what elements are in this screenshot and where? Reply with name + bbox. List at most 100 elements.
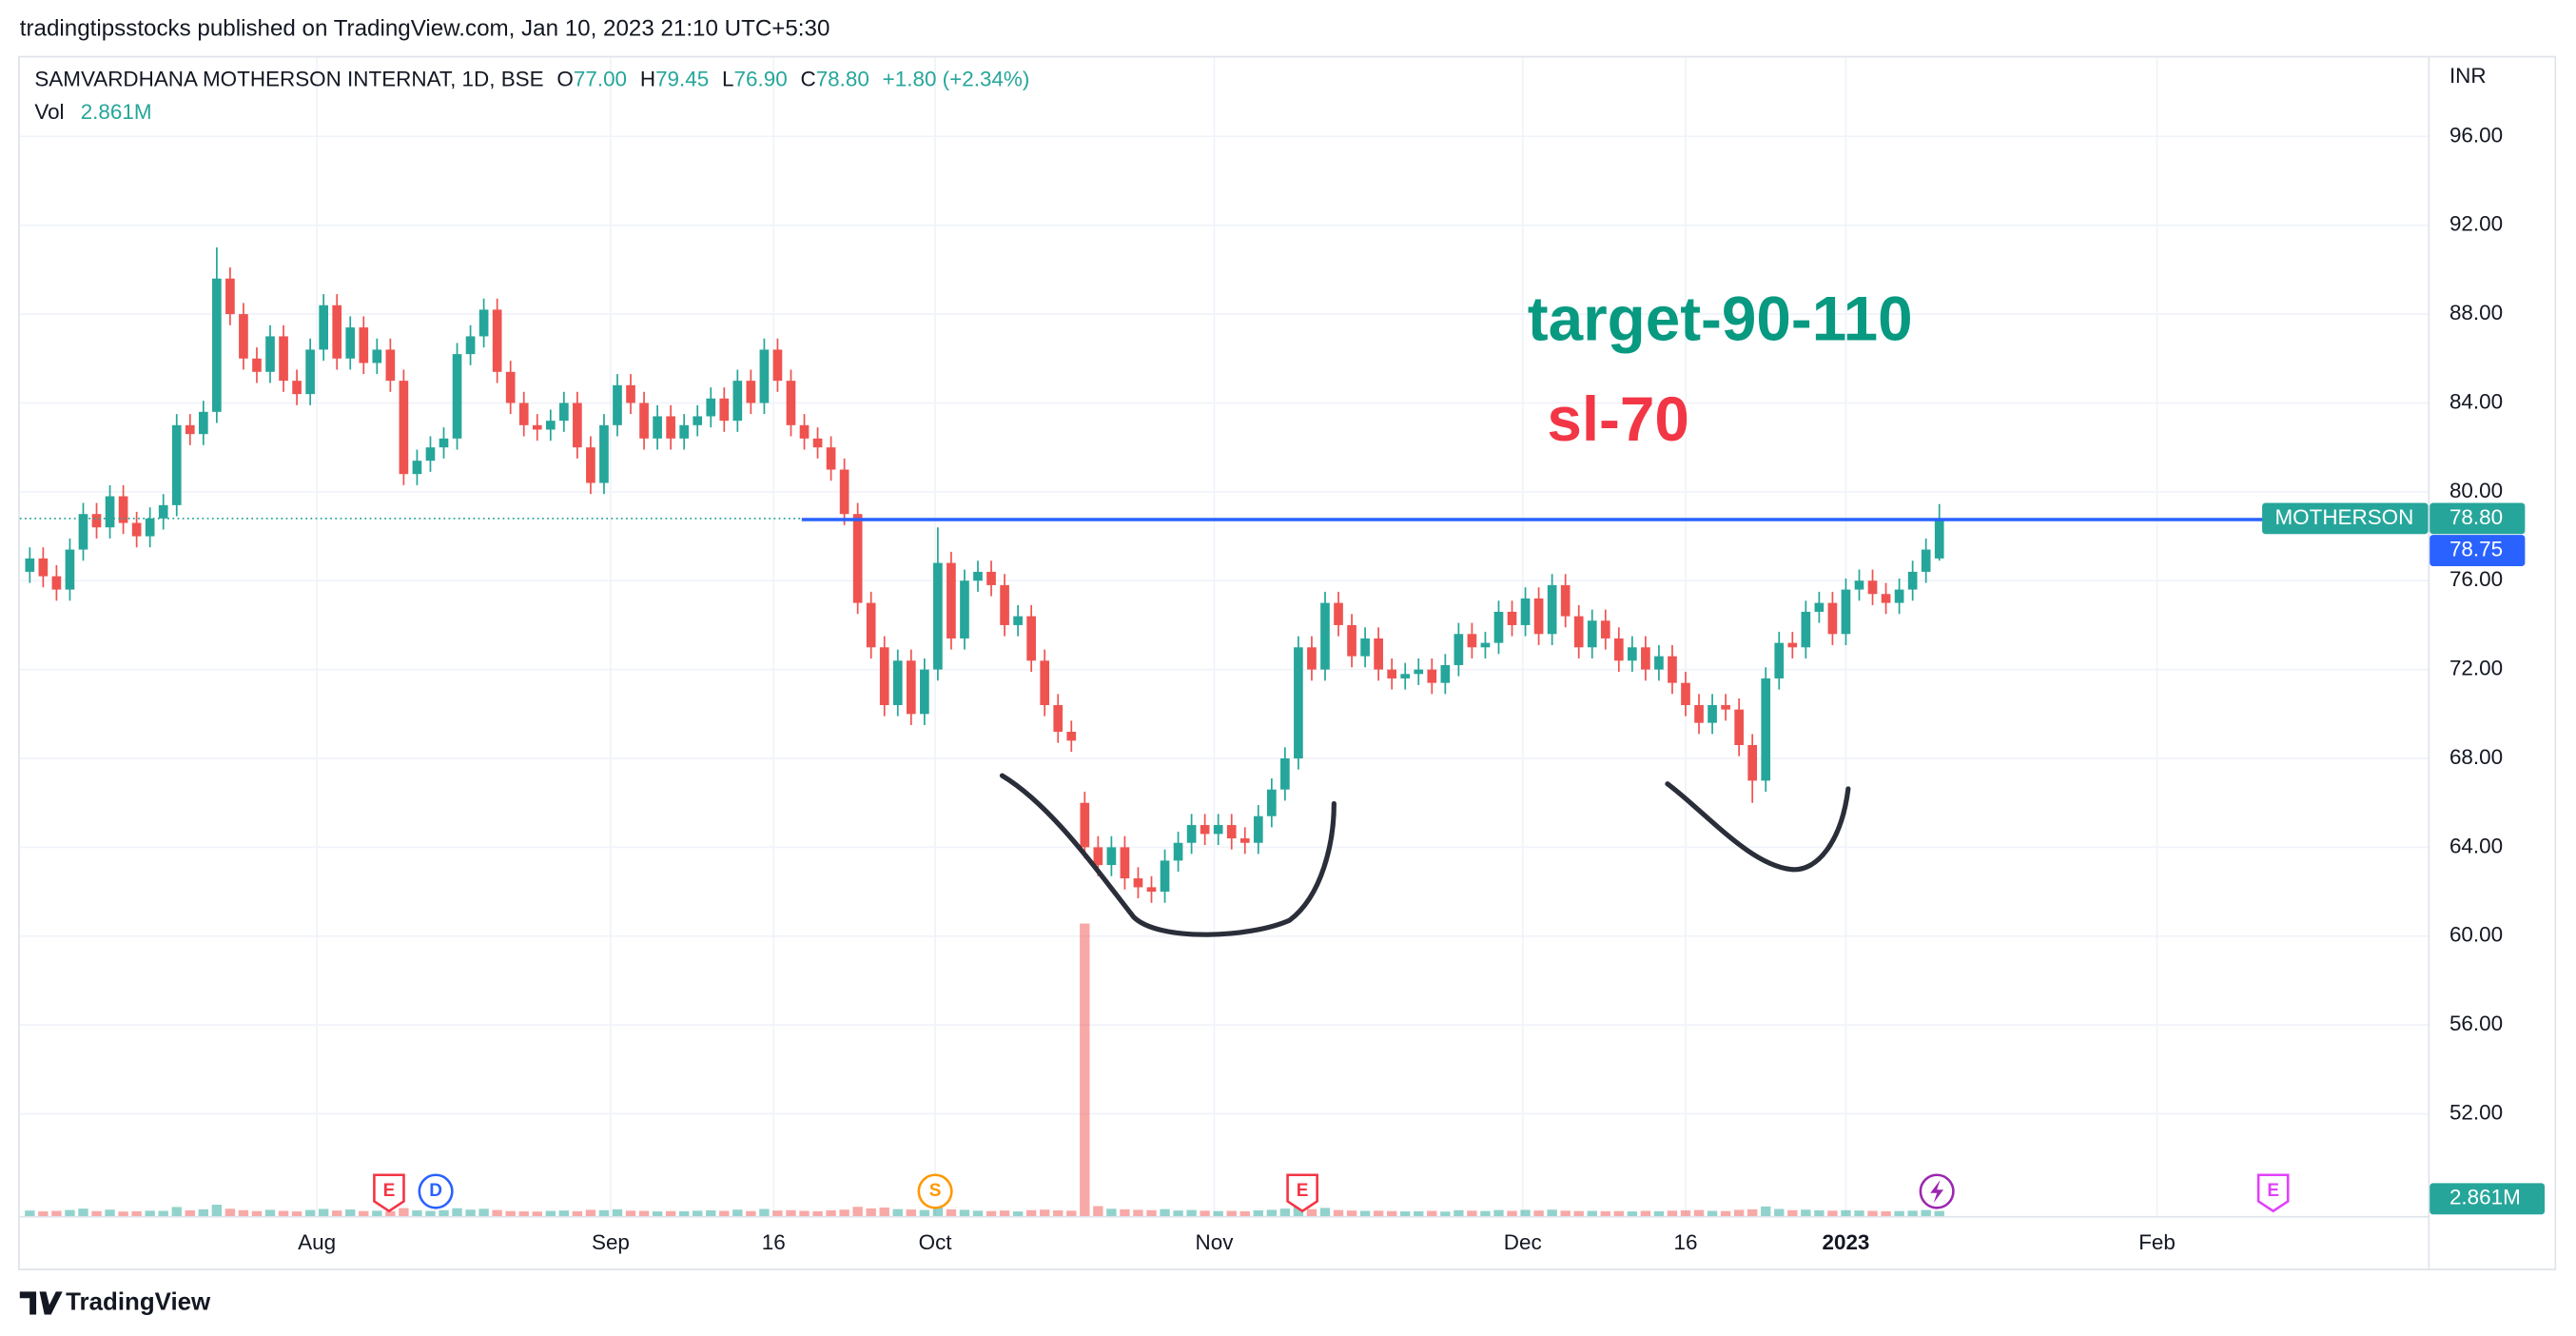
candle-body <box>1573 616 1584 648</box>
volume-bar <box>1239 1210 1250 1216</box>
volume-bar <box>999 1210 1010 1216</box>
volume-bar <box>638 1210 650 1216</box>
candle-body <box>1867 580 1878 595</box>
candle-body <box>906 660 916 715</box>
volume-bar <box>545 1210 556 1216</box>
volume-bar <box>839 1209 849 1216</box>
change-value: +1.80 (+2.34%) <box>883 68 1030 91</box>
candle-body <box>1467 634 1477 648</box>
y-tick-label: 84.00 <box>2449 389 2503 413</box>
volume-bar <box>78 1208 88 1216</box>
candle-body <box>1841 589 1851 635</box>
candle-body <box>746 381 756 403</box>
volume-bar <box>439 1209 449 1216</box>
volume-bar <box>772 1210 783 1216</box>
volume-bar <box>1680 1209 1691 1216</box>
candle-body <box>425 447 436 462</box>
volume-bar <box>1573 1210 1584 1216</box>
candle-body <box>1374 638 1383 670</box>
candle-body <box>679 424 690 439</box>
volume-bar <box>1587 1210 1597 1216</box>
volume-bar <box>1467 1210 1477 1216</box>
volume-bar <box>131 1210 142 1216</box>
candle-body <box>439 438 449 448</box>
volume-bar <box>399 1208 409 1216</box>
ohlc-value: 79.45 <box>655 68 709 91</box>
volume-bar <box>946 1208 957 1216</box>
volume-bar <box>1306 1208 1317 1216</box>
event-label: E <box>1297 1181 1309 1201</box>
volume-bar <box>1120 1208 1130 1216</box>
candle-body <box>1907 571 1918 590</box>
candle-body <box>465 336 476 355</box>
candle-body <box>1827 602 1838 635</box>
candle-body <box>1480 642 1491 648</box>
volume-bar <box>185 1209 195 1216</box>
publish-header: tradingtipsstocks published on TradingVi… <box>20 15 830 41</box>
volume-bar <box>1787 1209 1798 1216</box>
volume-bar <box>1841 1209 1851 1216</box>
candle-body <box>1347 624 1356 657</box>
candle-body <box>1801 611 1811 648</box>
ohlc-key: H <box>640 68 655 91</box>
volume-bar <box>1627 1211 1638 1216</box>
volume-bar <box>1667 1210 1678 1216</box>
volume-bar <box>665 1210 676 1216</box>
volume-bar <box>452 1208 462 1216</box>
candle-body <box>1360 638 1370 657</box>
volume-bar <box>719 1210 730 1216</box>
volume-bar <box>1493 1209 1504 1216</box>
candle-body <box>1734 709 1744 745</box>
candle-body <box>719 398 730 422</box>
volume-bar <box>906 1209 916 1216</box>
candle-body <box>1761 678 1771 781</box>
volume-bar <box>1454 1209 1464 1216</box>
candle-body <box>1253 815 1263 843</box>
volume-bar <box>1160 1208 1170 1216</box>
volume-bar <box>1012 1211 1024 1216</box>
candle-body <box>1334 602 1343 625</box>
candle-body <box>1694 704 1704 723</box>
candle-body <box>319 305 328 350</box>
volume-bar <box>211 1205 223 1216</box>
candle-body <box>1814 602 1825 612</box>
candle-body <box>359 327 369 363</box>
volume-bar <box>892 1208 903 1216</box>
candle-body <box>1026 616 1036 661</box>
candle-body <box>532 424 542 430</box>
candle-body <box>1320 602 1330 670</box>
volume-bar <box>91 1210 102 1216</box>
volume-bar <box>866 1208 876 1216</box>
volume-bar <box>1093 1206 1103 1216</box>
candle-body <box>1200 825 1210 835</box>
volume-bar <box>1053 1209 1064 1216</box>
candle-body <box>1066 731 1077 741</box>
volume-bar <box>1266 1209 1278 1216</box>
volume-bar <box>238 1209 249 1216</box>
volume-bar <box>318 1208 329 1216</box>
candle-body <box>1613 638 1624 661</box>
volume-bar <box>1480 1210 1491 1216</box>
lightning-glyph <box>1930 1179 1944 1204</box>
volume-bar <box>1066 1210 1077 1216</box>
candle-body <box>1120 847 1130 879</box>
candle-body <box>225 278 235 315</box>
volume-bar <box>105 1209 115 1216</box>
candle-body <box>1226 825 1237 839</box>
volume-bar <box>345 1209 356 1216</box>
candle-body <box>158 504 168 519</box>
volume-bar <box>1080 923 1090 1216</box>
candle-body <box>933 562 943 670</box>
candle-body <box>626 384 635 403</box>
volume-bar <box>264 1209 276 1216</box>
y-tick-label: 76.00 <box>2449 567 2503 591</box>
volume-bar <box>693 1210 703 1216</box>
candle-body <box>1266 789 1277 816</box>
candle-body <box>879 647 889 705</box>
candle-body <box>559 403 569 422</box>
candle-body <box>518 403 529 425</box>
candle-body <box>185 424 195 435</box>
volume-bar <box>332 1210 342 1216</box>
